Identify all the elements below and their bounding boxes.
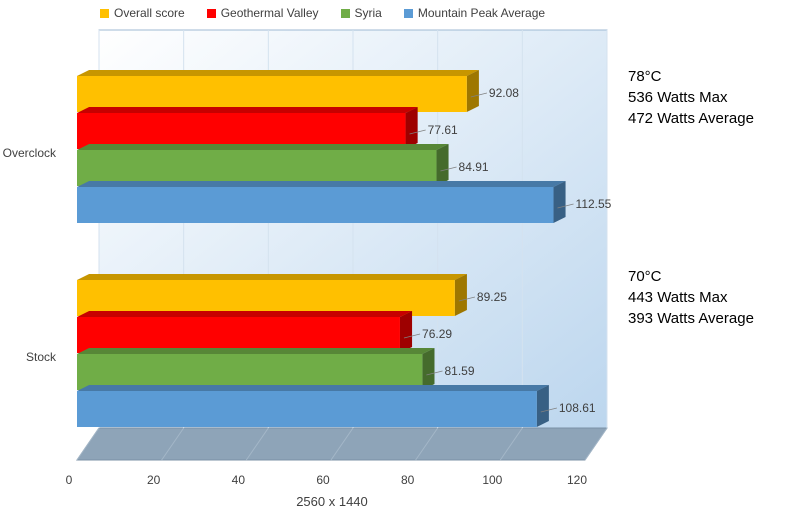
- bar-top-face: [77, 274, 467, 280]
- legend-item-mountain-peak-average: Mountain Peak Average: [403, 6, 546, 20]
- bar-side-face: [536, 385, 549, 427]
- bar: [77, 354, 423, 390]
- bar-side-face: [553, 181, 566, 223]
- data-label: 76.29: [422, 327, 452, 341]
- chart-legend: Overall score Geothermal Valley Syria Mo…: [100, 6, 660, 20]
- legend-label: Mountain Peak Average: [417, 6, 546, 20]
- bar: [77, 113, 406, 149]
- bar-top-face: [77, 107, 418, 113]
- data-label-leader: [426, 370, 443, 376]
- floor-gridline: [330, 427, 354, 461]
- bar-side-face: [466, 70, 479, 112]
- bar-top-face: [77, 348, 435, 354]
- data-label: 77.61: [428, 123, 458, 137]
- bar: [77, 280, 455, 316]
- annotation-overclock: 78°C 536 Watts Max 472 Watts Average: [628, 66, 754, 129]
- legend-swatch: [206, 8, 216, 18]
- legend-item-syria: Syria: [340, 6, 382, 20]
- bar-top-face: [77, 385, 549, 391]
- legend-label: Syria: [354, 6, 382, 20]
- x-tick-label: 100: [482, 473, 502, 487]
- bar-top-face: [77, 70, 479, 76]
- bar-side-face: [399, 311, 413, 353]
- x-tick-label: 20: [147, 473, 161, 487]
- annotation-line: 472 Watts Average: [628, 110, 754, 127]
- legend-item-overall-score: Overall score: [100, 6, 185, 20]
- bar-side-face: [454, 274, 467, 316]
- bar-side-face: [405, 107, 418, 149]
- bar-side-face: [422, 348, 435, 390]
- legend-swatch: [100, 8, 109, 18]
- bar-side-face: [436, 144, 449, 186]
- legend-label: Overall score: [114, 6, 185, 20]
- y-category-label: Overclock: [3, 146, 57, 160]
- floor-gridline: [161, 427, 185, 461]
- bar-top-face: [77, 311, 413, 317]
- x-tick-label: 120: [567, 473, 587, 487]
- bar: [77, 150, 437, 186]
- bar-top-face: [77, 144, 449, 150]
- x-axis-title: 2560 x 1440: [296, 494, 368, 509]
- data-label: 89.25: [477, 290, 507, 304]
- y-category-label: Stock: [26, 350, 57, 364]
- annotation-stock: 70°C 443 Watts Max 393 Watts Average: [628, 266, 754, 329]
- data-label-leader: [458, 296, 476, 302]
- bar: [77, 391, 537, 427]
- data-label-leader: [409, 129, 426, 135]
- x-tick-label: 40: [232, 473, 246, 487]
- data-label-leader: [540, 407, 557, 413]
- annotation-line: 536 Watts Max: [628, 89, 728, 106]
- data-label-leader: [557, 203, 574, 209]
- bar: [77, 187, 554, 223]
- floor-gridline: [76, 427, 100, 461]
- bar: [77, 76, 467, 112]
- annotation-line: 78°C: [628, 68, 662, 85]
- data-label-leader: [403, 333, 421, 339]
- data-label: 108.61: [559, 401, 596, 415]
- bar: [77, 317, 400, 353]
- annotation-line: 443 Watts Max: [628, 289, 728, 306]
- legend-swatch: [403, 8, 413, 18]
- data-label: 92.08: [489, 86, 519, 100]
- x-tick-label: 0: [66, 473, 73, 487]
- floor-gridline: [499, 427, 523, 461]
- legend-label: Geothermal Valley: [220, 6, 319, 20]
- floor-gridline: [584, 427, 608, 461]
- annotation-line: 70°C: [628, 268, 662, 285]
- data-label-leader: [470, 92, 488, 98]
- bar-top-face: [77, 181, 566, 187]
- x-tick-label: 80: [401, 473, 415, 487]
- data-label-leader: [440, 166, 457, 172]
- data-label: 81.59: [444, 364, 474, 378]
- annotation-line: 393 Watts Average: [628, 310, 754, 327]
- legend-swatch: [340, 8, 350, 18]
- data-label: 112.55: [576, 197, 612, 211]
- legend-item-geothermal-valley: Geothermal Valley: [206, 6, 319, 20]
- x-tick-label: 60: [316, 473, 330, 487]
- data-label: 84.91: [459, 160, 489, 174]
- floor-gridline: [415, 427, 439, 461]
- floor-gridline: [245, 427, 269, 461]
